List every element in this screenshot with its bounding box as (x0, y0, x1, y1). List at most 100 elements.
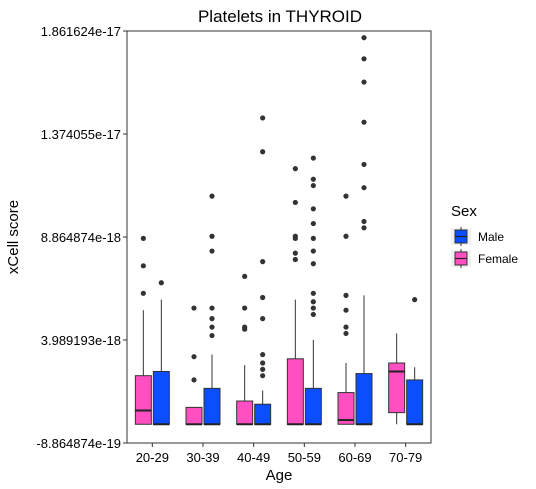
outlier-point (140, 235, 146, 241)
outlier-point (310, 182, 316, 189)
box-female-70-79 (388, 333, 406, 425)
y-axis-title: xCell score (5, 200, 22, 274)
box-body (406, 379, 424, 425)
outlier-point (292, 233, 298, 239)
outlier-point (310, 261, 316, 267)
outlier-point (343, 307, 349, 313)
box-male-70-79 (406, 297, 424, 426)
outlier-point (191, 305, 197, 311)
x-tick-label: 30-39 (186, 450, 219, 465)
outlier-point (209, 332, 215, 339)
outlier-point (310, 155, 316, 161)
outlier-point (361, 218, 367, 225)
outlier-point (343, 193, 349, 199)
outlier-point (310, 206, 316, 212)
outlier-point (260, 316, 266, 322)
box-male-60-69 (355, 35, 373, 426)
box-female-40-49 (236, 273, 254, 426)
box-male-20-29 (152, 280, 170, 426)
outlier-point (361, 225, 367, 231)
outlier-point (260, 149, 266, 155)
y-tick-label: -8.864874e-19 (36, 436, 121, 451)
outlier-point (260, 115, 266, 121)
box-female-30-39 (185, 305, 203, 426)
x-tick-label: 20-29 (136, 450, 169, 465)
outlier-point (343, 330, 349, 337)
outlier-point (158, 280, 164, 286)
legend-label-female: Female (478, 252, 518, 266)
outlier-point (292, 166, 298, 172)
outlier-point (209, 248, 215, 254)
box-body (355, 373, 373, 425)
box-body (388, 362, 406, 414)
box-female-50-59 (286, 166, 304, 426)
legend-title: Sex (451, 203, 477, 220)
outlier-point (260, 373, 266, 379)
x-tick-label: 40-49 (237, 450, 270, 465)
outlier-point (361, 185, 367, 191)
box-body (254, 403, 272, 425)
box-body (185, 406, 203, 425)
legend: Sex Male Female (451, 203, 518, 268)
outlier-point (310, 299, 316, 305)
outlier-point (242, 273, 248, 279)
outlier-point (260, 294, 266, 301)
y-tick-label: 1.861624e-17 (41, 24, 121, 39)
legend-label-male: Male (478, 230, 504, 244)
x-axis-title: Age (266, 467, 293, 484)
outlier-point (260, 360, 266, 366)
outlier-point (140, 263, 146, 269)
box-male-40-49 (254, 115, 272, 426)
box-body (203, 387, 221, 425)
outlier-point (209, 305, 215, 311)
outlier-point (310, 235, 316, 241)
y-tick-label: 8.864874e-18 (41, 230, 121, 245)
box-body (286, 358, 304, 425)
outlier-point (310, 248, 316, 254)
chart-title: Platelets in THYROID (198, 7, 362, 26)
outlier-point (310, 311, 316, 318)
outlier-point (361, 35, 367, 41)
outlier-point (292, 256, 298, 263)
x-axis: 20-29 30-39 40-49 50-59 60-69 70-79 (136, 443, 422, 465)
outlier-point (343, 233, 349, 239)
outlier-point (140, 290, 146, 296)
box-body (152, 370, 170, 425)
box-male-30-39 (203, 193, 221, 426)
outlier-point (361, 161, 367, 168)
outlier-point (343, 324, 349, 330)
outlier-point (310, 220, 316, 227)
outlier-point (191, 377, 197, 383)
plot-panel (126, 30, 432, 444)
boxes-layer (134, 35, 424, 426)
outlier-point (209, 233, 215, 239)
outlier-point (343, 292, 349, 299)
outlier-point (292, 250, 298, 256)
x-tick-label: 70-79 (389, 450, 422, 465)
outlier-point (260, 366, 266, 372)
outlier-point (242, 305, 248, 311)
x-tick-label: 60-69 (338, 450, 371, 465)
outlier-point (361, 79, 367, 85)
box-body (134, 375, 152, 425)
outlier-point (209, 193, 215, 199)
box-body (236, 400, 254, 425)
outlier-point (260, 351, 266, 358)
box-body (304, 387, 322, 425)
outlier-point (310, 305, 316, 311)
box-male-50-59 (304, 155, 322, 426)
outlier-point (310, 290, 316, 296)
box-female-60-69 (337, 193, 355, 425)
y-tick-label: 3.989193e-18 (41, 333, 121, 348)
outlier-point (292, 199, 298, 206)
outlier-point (361, 119, 367, 125)
box-female-20-29 (134, 235, 152, 425)
outlier-point (191, 354, 197, 360)
outlier-point (242, 324, 248, 330)
x-tick-label: 50-59 (288, 450, 321, 465)
outlier-point (209, 324, 215, 330)
y-axis: -8.864874e-19 3.989193e-18 8.864874e-18 1.3… (36, 24, 127, 451)
outlier-point (412, 297, 418, 303)
outlier-point (209, 316, 215, 322)
